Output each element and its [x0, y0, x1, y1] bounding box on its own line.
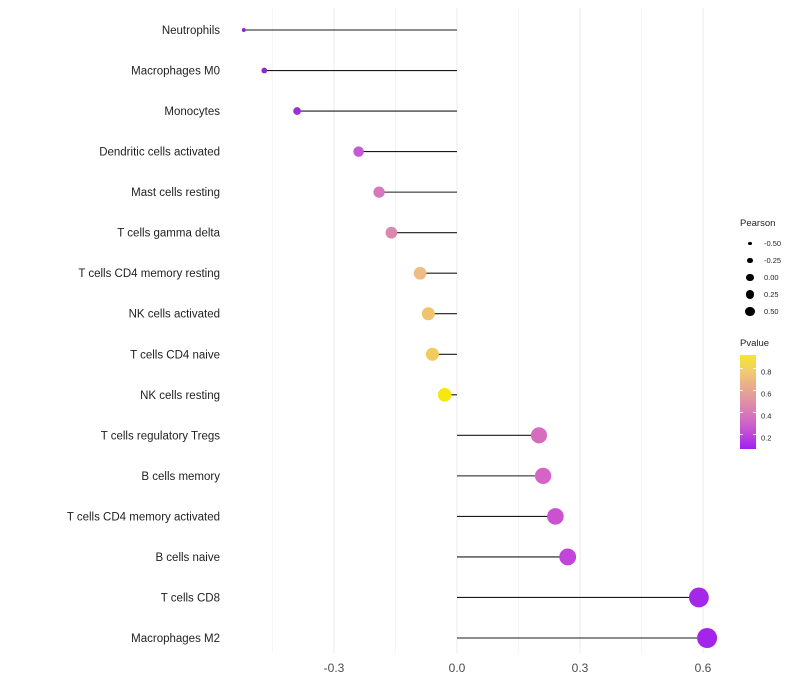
pvalue-color-legend: Pvalue 0.8 0.6 0.4 0.2 — [740, 338, 798, 449]
pearson-legend-item: 0.00 — [740, 269, 798, 286]
category-label: T cells regulatory Tregs — [101, 430, 221, 442]
pvalue-colorbar-tick — [753, 389, 756, 391]
lollipop-dot — [293, 107, 301, 115]
category-label: NK cells resting — [140, 390, 220, 402]
category-label: Neutrophils — [162, 25, 220, 37]
category-label: T cells CD4 memory resting — [78, 268, 220, 280]
category-label: Monocytes — [164, 106, 220, 118]
category-label: T cells CD8 — [161, 592, 220, 604]
pvalue-colorbar-wrap: 0.8 0.6 0.4 0.2 — [740, 355, 798, 449]
pearson-legend-item: -0.25 — [740, 252, 798, 269]
lollipop-dot — [437, 388, 452, 402]
pvalue-colorbar-tick — [753, 411, 756, 413]
pearson-legend-dot-cell — [740, 290, 760, 299]
pvalue-colorbar-label: 0.4 — [761, 411, 772, 421]
pvalue-colorbar-tick — [753, 433, 756, 435]
lollipop-dot — [425, 347, 439, 361]
pearson-legend-dot — [745, 290, 755, 299]
pearson-legend-label: 0.50 — [764, 307, 779, 316]
category-label: Dendritic cells activated — [99, 147, 220, 159]
pearson-legend-dot — [745, 306, 755, 317]
lollipop-dot — [353, 146, 364, 157]
pearson-legend-item: 0.25 — [740, 286, 798, 303]
category-label: NK cells activated — [129, 309, 220, 321]
pearson-legend-label: -0.50 — [764, 239, 782, 248]
lollipop-dot — [688, 587, 709, 608]
pearson-legend-label: 0.25 — [764, 290, 779, 299]
lollipop-dot — [373, 186, 385, 198]
pearson-legend-label: 0.00 — [764, 273, 779, 282]
category-label: Macrophages M0 — [131, 66, 220, 78]
x-axis-tick-label: 0.0 — [449, 661, 466, 675]
lollipop-dot — [559, 548, 577, 566]
category-label: T cells CD4 naive — [130, 349, 220, 361]
pearson-legend-dot — [746, 273, 754, 282]
pvalue-colorbar-label: 0.6 — [761, 389, 772, 399]
pearson-legend-dot-cell — [740, 306, 760, 317]
lollipop-dot — [547, 508, 564, 525]
category-label: T cells CD4 memory activated — [67, 511, 220, 523]
pearson-legend-label: -0.25 — [764, 256, 782, 265]
pvalue-colorbar-label: 0.8 — [761, 367, 772, 377]
pearson-legend-item: 0.50 — [740, 303, 798, 320]
pearson-legend-items: -0.50 -0.25 0.00 0.25 0.50 — [740, 235, 798, 320]
category-label: T cells gamma delta — [117, 228, 220, 240]
x-axis-tick-label: 0.3 — [572, 661, 589, 675]
lollipop-dot — [534, 467, 552, 484]
pvalue-legend-title: Pvalue — [740, 338, 770, 349]
lollipop-dot — [530, 427, 548, 444]
category-label: B cells naive — [155, 552, 220, 564]
lollipop-dot — [385, 226, 398, 239]
lollipop-dot — [421, 307, 435, 321]
pearson-legend-dot-cell — [740, 241, 760, 246]
pearson-legend-title: Pearson — [740, 218, 776, 229]
pvalue-colorbar-tick — [740, 433, 743, 435]
category-label: B cells memory — [141, 471, 220, 483]
pvalue-colorbar-tick — [740, 389, 743, 391]
x-axis-tick-label: -0.3 — [324, 661, 345, 675]
pvalue-colorbar-tick — [740, 411, 743, 413]
pvalue-colorbar-tick — [753, 367, 756, 369]
pearson-legend-dot — [748, 241, 752, 246]
lollipop-dot — [413, 266, 427, 280]
x-axis-tick-label: 0.6 — [695, 661, 712, 675]
pvalue-colorbar-tick — [740, 367, 743, 369]
pvalue-colorbar-gradient — [740, 355, 756, 449]
lollipop-dot — [261, 67, 268, 74]
pearson-legend-item: -0.50 — [740, 235, 798, 252]
pvalue-colorbar-label: 0.2 — [761, 433, 772, 443]
pearson-legend-dot-cell — [740, 273, 760, 282]
pearson-legend-dot-cell — [740, 257, 760, 264]
category-label: Mast cells resting — [131, 187, 220, 199]
pearson-size-legend: Pearson -0.50 -0.25 0.00 0.25 0.50 — [740, 218, 798, 320]
category-label: Macrophages M2 — [131, 633, 220, 645]
pearson-legend-dot — [747, 257, 753, 264]
lollipop-dot — [697, 627, 718, 648]
lollipop-dot — [241, 28, 246, 32]
